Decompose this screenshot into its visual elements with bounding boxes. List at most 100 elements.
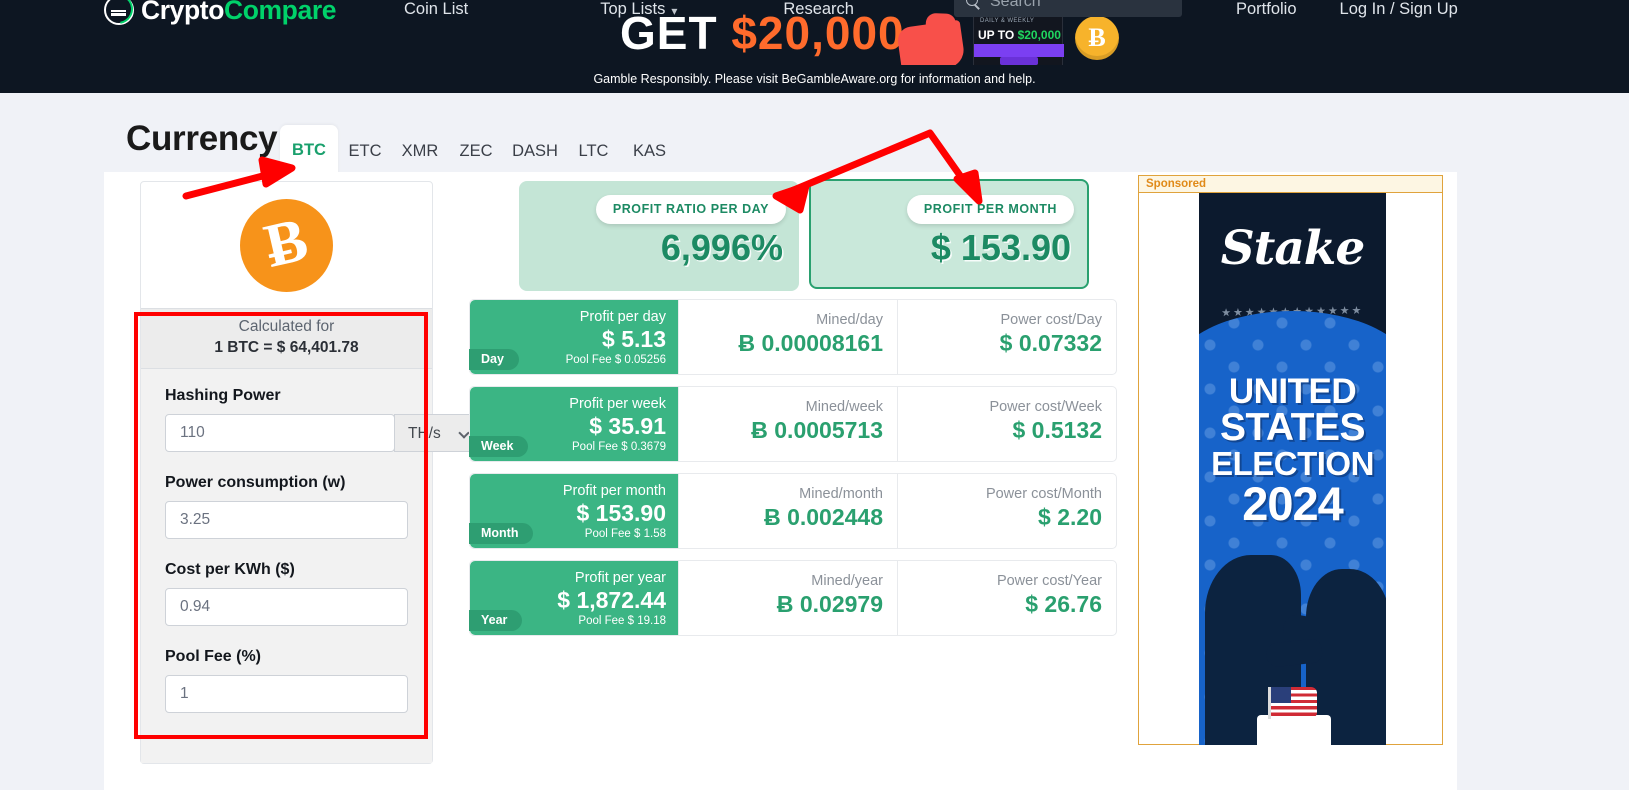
power-cost-cell: Power cost/Month $ 2.20 [897,474,1116,548]
summary-card-label: PROFIT PER MONTH [906,195,1074,224]
hashing-unit-wrap[interactable]: TH/s [394,414,479,452]
ad-headline-line-1: UNITED [1228,372,1357,411]
summary-card-value: $ 153.90 [930,227,1071,268]
power-cost-label: Power cost/Year [996,573,1102,589]
period-badge: Day [469,349,519,370]
cryptocompare-logo[interactable]: CryptoCompare [97,0,337,31]
hashing-unit-select[interactable]: TH/s [394,414,479,452]
tab-kas[interactable]: KAS [632,142,667,160]
summary-card-profit-ratio-per-day[interactable]: PROFIT RATIO PER DAY 6,996% [519,181,799,291]
mined-value: Ƀ 0.002448 [764,504,883,530]
main-navigation: CryptoCompare Coin List Top Lists ▾ Rese… [0,0,1629,31]
search-input[interactable] [990,0,1170,11]
flag-pole [1268,687,1271,719]
tab-etc[interactable]: ETC [348,142,382,160]
site-header: GET $20,000 DAILY & WEEKLY UP TO $20,000… [0,0,1629,93]
mined-label: Mined/day [816,312,883,328]
cost-per-kwh-row [165,588,408,626]
ad-creative[interactable]: Stake ★★★★★★★★★★★★ UNITED STATES ELECTIO… [1199,193,1386,745]
ad-headline: UNITED STATES ELECTION 2024 [1199,372,1386,530]
calculated-for-value: 1 BTC = $ 64,401.78 [214,339,359,356]
hashing-power-label: Hashing Power [165,387,281,404]
search-box[interactable] [954,0,1182,17]
power-cost-cell: Power cost/Year $ 26.76 [897,561,1116,635]
nav-links: Coin List Top Lists ▾ Research News [404,0,995,19]
nav-item-coin-list[interactable]: Coin List [404,0,469,18]
promo-banner[interactable]: GET $20,000 DAILY & WEEKLY UP TO $20,000… [0,0,1629,93]
nav-item-research[interactable]: Research [783,0,854,18]
page-body: Currency BTC ETC XMR ZEC DASH LTC KAS Ƀ … [0,93,1629,790]
ad-headline-line-3: ELECTION [1211,444,1374,482]
cost-per-kwh-input[interactable] [165,588,408,626]
power-cost-value: $ 0.07332 [999,330,1102,356]
sponsored-ad-panel[interactable]: Sponsored Stake ★★★★★★★★★★★★ UNITED STAT… [1138,175,1443,745]
coin-logo-wrap: Ƀ [141,182,432,308]
mined-value: Ƀ 0.00008161 [738,330,883,356]
summary-card-label: PROFIT RATIO PER DAY [595,195,786,224]
profit-label: Profit per year [574,570,666,586]
pool-fee-input[interactable] [165,675,408,713]
profit-value: $ 35.91 [589,413,666,439]
promo-small-text: DAILY & WEEKLY [980,18,1035,24]
logo-word-crypto: Crypto [141,0,224,25]
gamble-responsibly-note: Gamble Responsibly. Please visit BeGambl… [593,72,1036,86]
period-badge: Year [469,610,523,631]
profit-label: Profit per month [562,483,666,499]
tab-ltc[interactable]: LTC [578,142,609,160]
table-row: Profit per week $ 35.91 Pool Fee $ 0.367… [469,386,1117,462]
us-flag-icon [1268,687,1317,719]
power-cost-label: Power cost/Day [1000,312,1102,328]
content-panel: Ƀ Calculated for 1 BTC = $ 64,401.78 Has… [104,172,1457,790]
summary-card-profit-per-month[interactable]: PROFIT PER MONTH $ 153.90 [809,179,1089,289]
calculated-for-label: Calculated for [238,318,335,335]
power-cost-value: $ 26.76 [1025,591,1102,617]
logo-word-compare: Compare [224,0,337,25]
profit-label: Profit per day [579,309,666,325]
profit-cell: Profit per week $ 35.91 Pool Fee $ 0.367… [469,387,678,461]
ad-podium [1257,715,1331,745]
chevron-down-icon: ▾ [671,3,678,18]
tab-btc[interactable]: BTC [280,125,338,178]
sponsored-label: Sponsored [1139,176,1442,193]
promo-big-text: UP TO $20,000 [978,28,1061,42]
mined-cell: Mined/month Ƀ 0.002448 [678,474,897,548]
hashing-power-input[interactable] [165,414,395,452]
power-consumption-label: Power consumption (w) [165,474,346,491]
bitcoin-coin-icon: Ƀ [1075,16,1119,60]
nav-item-portfolio[interactable]: Portfolio [1236,0,1297,18]
nav-item-top-lists[interactable]: Top Lists ▾ [600,0,677,19]
power-cost-label: Power cost/Month [985,486,1102,502]
pool-fee-value: Pool Fee $ 0.3679 [572,441,666,453]
profit-value: $ 153.90 [576,500,666,526]
currency-tabs: BTC ETC XMR ZEC DASH LTC KAS [280,121,678,178]
currency-tabs-row: Currency BTC ETC XMR ZEC DASH LTC KAS [0,93,1629,178]
power-cost-value: $ 0.5132 [1012,417,1102,443]
promo-cta-button[interactable] [1000,57,1038,65]
calculator-form: Hashing Power TH/s Power consumption (w)… [141,369,479,763]
tab-zec[interactable]: ZEC [459,142,493,160]
profit-value: $ 5.13 [602,326,666,352]
profit-cell: Profit per month $ 153.90 Pool Fee $ 1.5… [469,474,678,548]
power-consumption-input[interactable] [165,501,408,539]
promo-banner-graphic: DAILY & WEEKLY UP TO $20,000 Ƀ [893,10,1125,65]
mined-cell: Mined/day Ƀ 0.00008161 [678,300,897,374]
period-badge: Week [469,436,529,457]
pool-fee-row [165,675,408,713]
profit-value: $ 1,872.44 [557,587,666,613]
promo-banner-text-orange: $20,000 [731,7,905,59]
table-row: Profit per day $ 5.13 Pool Fee $ 0.05256… [469,299,1117,375]
tab-xmr[interactable]: XMR [401,142,439,160]
mined-label: Mined/week [805,399,883,415]
pool-fee-value: Pool Fee $ 0.05256 [565,354,666,366]
logo-chart-icon [97,0,140,31]
power-cost-cell: Power cost/Day $ 0.07332 [897,300,1116,374]
promo-banner-text: GET $20,000 [620,6,905,60]
ad-headline-line-4: 2024 [1242,476,1344,530]
mining-calculator-panel: Ƀ Calculated for 1 BTC = $ 64,401.78 Has… [140,181,479,764]
nav-item-login-signup[interactable]: Log In / Sign Up [1339,0,1458,18]
tab-dash[interactable]: DASH [512,142,558,160]
calculated-for-header: Calculated for 1 BTC = $ 64,401.78 [141,308,432,369]
mined-cell: Mined/year Ƀ 0.02979 [678,561,897,635]
promo-purple-bar [974,44,1064,57]
mined-label: Mined/month [799,486,883,502]
